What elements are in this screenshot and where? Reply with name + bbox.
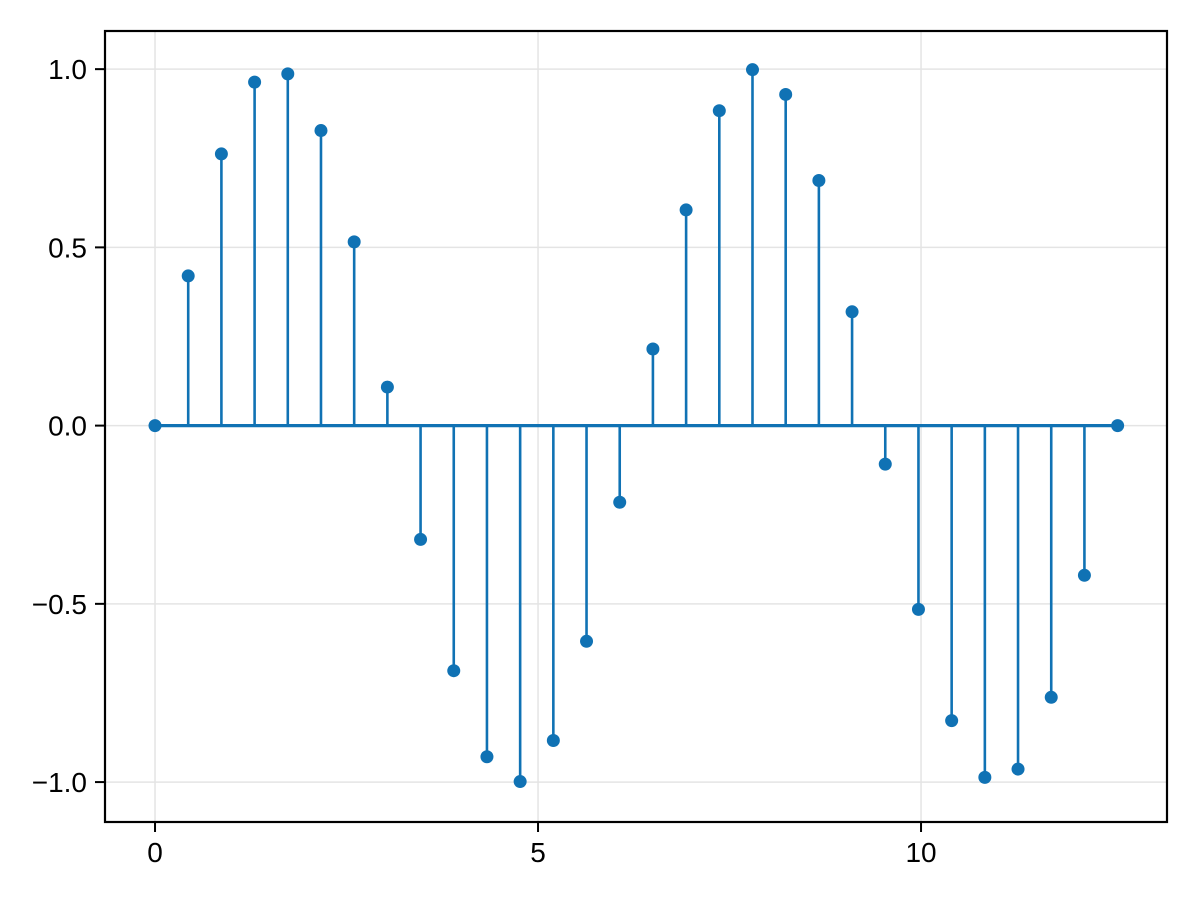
data-point-marker (181, 269, 195, 283)
data-point-marker (779, 87, 793, 101)
data-point-marker (380, 380, 394, 394)
data-point-marker (878, 457, 892, 471)
data-point-marker (745, 63, 759, 77)
data-point-marker (148, 419, 162, 433)
data-point-marker (812, 174, 826, 188)
y-tick-label: 1.0 (48, 54, 87, 85)
data-point-marker (447, 664, 461, 678)
data-point-marker (911, 602, 925, 616)
data-point-marker (546, 734, 560, 748)
data-point-marker (1011, 762, 1025, 776)
x-tick-label: 0 (147, 837, 163, 868)
data-point-marker (1044, 690, 1058, 704)
data-point-marker (513, 775, 527, 789)
y-tick-label: −0.5 (32, 589, 87, 620)
y-tick-label: 0.0 (48, 411, 87, 442)
data-point-marker (314, 124, 328, 138)
data-point-marker (1111, 419, 1125, 433)
data-point-marker (480, 750, 494, 764)
data-point-marker (248, 75, 262, 89)
data-point-marker (978, 770, 992, 784)
data-point-marker (679, 203, 693, 217)
y-tick-label: 0.5 (48, 232, 87, 263)
data-point-marker (613, 495, 627, 509)
y-tick-label: −1.0 (32, 767, 87, 798)
x-tick-label: 5 (530, 837, 546, 868)
data-point-marker (712, 104, 726, 118)
data-point-marker (281, 67, 295, 81)
data-point-marker (845, 305, 859, 319)
data-point-marker (580, 634, 594, 648)
data-point-marker (945, 714, 959, 728)
x-tick-label: 10 (905, 837, 936, 868)
data-point-marker (214, 147, 228, 161)
data-point-marker (347, 235, 361, 249)
data-point-marker (414, 532, 428, 546)
data-point-marker (646, 342, 660, 356)
data-point-marker (1077, 568, 1091, 582)
